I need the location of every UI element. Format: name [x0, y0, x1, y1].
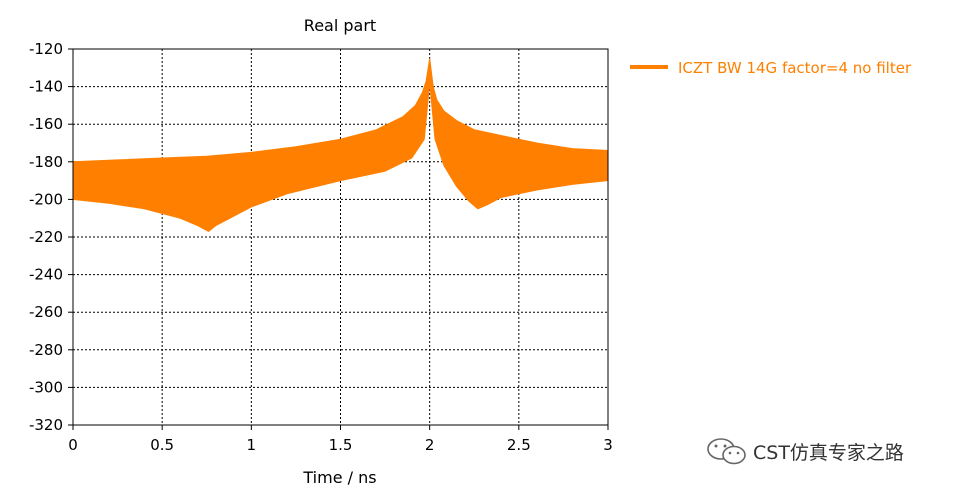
y-tick-label: -160: [29, 115, 63, 133]
x-axis-label: Time / ns: [302, 468, 376, 487]
x-tick-label: 0: [68, 436, 78, 454]
y-tick-label: -300: [29, 378, 63, 396]
y-tick-label: -320: [29, 416, 63, 434]
watermark-text: CST仿真专家之路: [753, 441, 904, 464]
axes: 0 0.5 1 1.5 2 2.5 3 -120 -140 -160 -180 -200 -220 -24…: [29, 40, 613, 454]
y-tick-label: -240: [29, 266, 63, 284]
y-tick-label: -180: [29, 153, 63, 171]
y-tick-label: -140: [29, 78, 63, 96]
chart-title: Real part: [304, 16, 376, 35]
grid: [73, 49, 608, 425]
x-tick-label: 0.5: [150, 436, 174, 454]
x-tick-label: 3: [603, 436, 613, 454]
x-tick-label: 2.5: [507, 436, 531, 454]
wechat-icon: [707, 438, 746, 465]
legend: ICZT BW 14G factor=4 no filter: [630, 59, 912, 77]
y-tick-label: -220: [29, 228, 63, 246]
y-tick-label: -120: [29, 40, 63, 58]
y-tick-label: -280: [29, 341, 63, 359]
series-band: [72, 58, 609, 232]
x-tick-label: 1: [247, 436, 257, 454]
x-tick-label: 1.5: [329, 436, 353, 454]
y-tick-label: -200: [29, 190, 63, 208]
series-layer: [72, 58, 609, 232]
y-tick-label: -260: [29, 303, 63, 321]
legend-label: ICZT BW 14G factor=4 no filter: [678, 59, 912, 77]
watermark: CST仿真专家之路: [705, 436, 904, 466]
x-tick-label: 2: [425, 436, 435, 454]
